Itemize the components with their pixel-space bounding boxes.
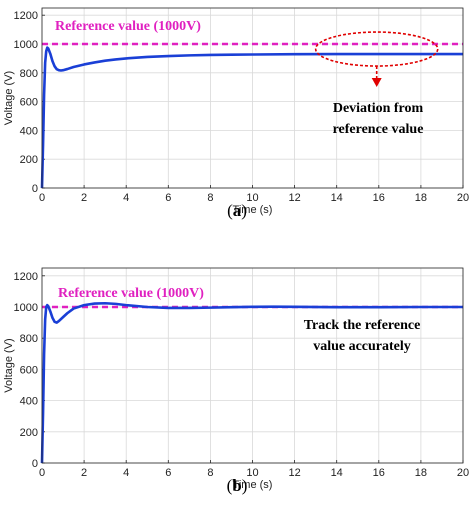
plot-frame [41,7,464,189]
y-tick-label: 800 [20,333,38,345]
x-tick-label: 6 [165,467,171,479]
annotation-text: value accurately [313,339,411,354]
x-tick-label: 2 [81,467,87,479]
x-tick-label: 2 [81,192,87,204]
y-tick-label: 400 [20,125,38,137]
voltage-series-line [40,301,463,464]
x-axis-label: Time (s) [233,479,273,491]
plot-frame [41,267,464,464]
y-tick-label: 1000 [14,302,38,314]
x-tick-label: 20 [457,192,469,204]
chart-panel-b: 0 2 4 6 8 10 12 14 16 18 20020040060080010001200Ti… [3,267,469,495]
panel-caption: (a) [227,201,247,220]
annotation-arrowhead [371,78,382,88]
x-tick-label: 0 [39,192,45,204]
x-tick-label: 4 [123,467,129,479]
y-tick-label: 200 [20,154,38,166]
x-tick-label: 4 [123,192,129,204]
x-axis-label: Time (s) [233,204,273,216]
chart-panel-a: 0 2 4 6 8 10 12 14 16 18 20020040060080010001200Ti… [3,7,469,220]
y-tick-label: 800 [20,68,38,80]
y-tick-label: 1200 [14,10,38,22]
x-tick-label: 12 [288,192,300,204]
reference-label: Reference value (1000V) [55,19,201,34]
x-tick-label: 18 [415,192,427,204]
x-tick-label: 8 [207,192,213,204]
y-axis-label: Voltage (V) [3,71,15,125]
x-tick-label: 0 [39,467,45,479]
y-tick-label: 400 [20,396,38,408]
annotation-text: reference value [333,122,424,137]
x-tick-label: 20 [457,467,469,479]
panel-caption: (b) [227,476,248,495]
x-tick-label: 18 [415,467,427,479]
y-tick-label: 600 [20,364,38,376]
y-axis-label: Voltage (V) [3,338,15,392]
x-tick-label: 6 [165,192,171,204]
x-tick-label: 12 [288,467,300,479]
x-tick-label: 10 [246,192,258,204]
y-tick-label: 1000 [14,39,38,51]
y-tick-label: 0 [32,183,38,195]
panel-caption-letter: a [233,201,242,220]
x-tick-label: 8 [207,467,213,479]
annotation-text: Deviation from [333,101,424,116]
x-tick-label: 16 [373,192,385,204]
reference-label: Reference value (1000V) [58,286,204,301]
y-tick-label: 0 [32,458,38,470]
panel-caption-letter: b [232,476,241,495]
x-tick-label: 14 [331,192,343,204]
y-tick-label: 1200 [14,271,38,283]
voltage-series-line [40,46,463,189]
y-tick-label: 200 [20,427,38,439]
annotation-text: Track the reference [304,318,421,333]
x-tick-label: 16 [373,467,385,479]
y-tick-label: 600 [20,97,38,109]
x-tick-label: 14 [331,467,343,479]
x-tick-label: 10 [246,467,258,479]
